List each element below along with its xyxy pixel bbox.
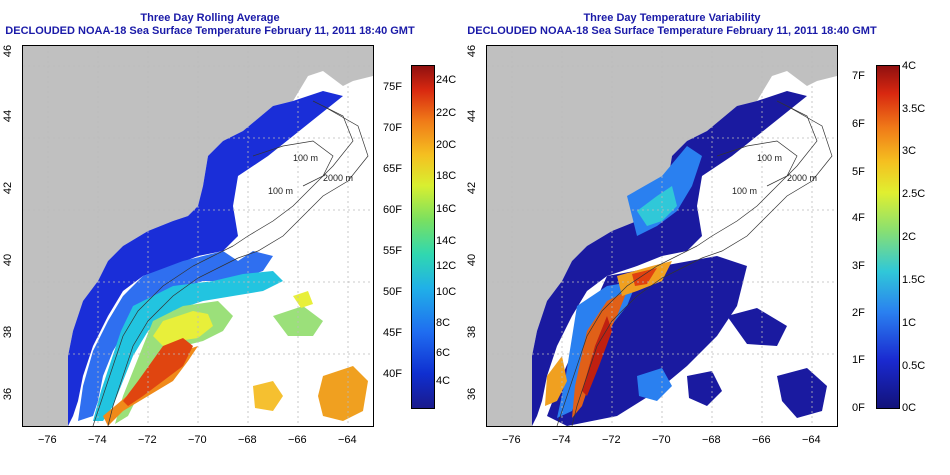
left-title-line2: DECLOUDED NOAA-18 Sea Surface Temperatur… bbox=[5, 25, 415, 37]
sst-colorbar bbox=[411, 65, 435, 409]
lon-tick: −70 bbox=[188, 434, 207, 446]
lat-tick: 44 bbox=[466, 109, 479, 123]
colorbar-f-label: 1F bbox=[852, 354, 865, 366]
right-title-line1: Three Day Temperature Variability bbox=[583, 12, 761, 24]
colorbar-c-label: 4C bbox=[902, 60, 917, 72]
lat-tick: 40 bbox=[466, 253, 479, 267]
svg-text:2000 m: 2000 m bbox=[323, 173, 353, 183]
colorbar-c-label: 1C bbox=[902, 317, 917, 329]
lon-tick: −72 bbox=[602, 434, 621, 446]
lat-tick: 38 bbox=[2, 325, 15, 339]
lon-tick: −64 bbox=[802, 434, 821, 446]
colorbar-c-label: 16C bbox=[436, 203, 457, 215]
lon-tick: −72 bbox=[138, 434, 157, 446]
lat-tick: 36 bbox=[2, 387, 15, 401]
contour-label: 100 m bbox=[293, 153, 318, 163]
colorbar-c-label: 2C bbox=[902, 231, 917, 243]
svg-text:100 m: 100 m bbox=[757, 153, 782, 163]
lon-tick: −70 bbox=[652, 434, 671, 446]
colorbar-c-label: 22C bbox=[436, 107, 457, 119]
colorbar-f-label: 65F bbox=[383, 163, 402, 175]
left-sst-map: 100 m 2000 m 100 m bbox=[22, 45, 374, 427]
colorbar-c-label: 3C bbox=[902, 145, 917, 157]
lat-tick: 38 bbox=[466, 325, 479, 339]
left-title-line1: Three Day Rolling Average bbox=[140, 12, 280, 24]
colorbar-f-label: 3F bbox=[852, 260, 865, 272]
lat-tick: 42 bbox=[466, 181, 479, 195]
left-panel: Three Day Rolling Average DECLOUDED NOAA… bbox=[2, 12, 457, 446]
lon-tick: −66 bbox=[752, 434, 771, 446]
colorbar-f-label: 70F bbox=[383, 122, 402, 134]
colorbar-c-label: 24C bbox=[436, 74, 457, 86]
lon-tick: −76 bbox=[502, 434, 521, 446]
lon-tick: −74 bbox=[88, 434, 107, 446]
colorbar-c-label: 20C bbox=[436, 139, 457, 151]
lat-tick: 40 bbox=[2, 253, 15, 267]
right-variability-map: 100 m 2000 m 100 m bbox=[486, 45, 838, 427]
lat-tick: 44 bbox=[2, 109, 15, 123]
variability-colorbar bbox=[876, 65, 900, 409]
colorbar-c-label: 18C bbox=[436, 170, 457, 182]
colorbar-f-label: 50F bbox=[383, 286, 402, 298]
lon-tick: −76 bbox=[38, 434, 57, 446]
colorbar-c-label: 1.5C bbox=[902, 274, 926, 286]
colorbar-c-label: 10C bbox=[436, 286, 457, 298]
colorbar-f-label: 0F bbox=[852, 402, 865, 414]
svg-text:100 m: 100 m bbox=[268, 186, 293, 196]
svg-text:100 m: 100 m bbox=[732, 186, 757, 196]
colorbar-c-label: 6C bbox=[436, 347, 451, 359]
low-variability-water bbox=[532, 91, 807, 426]
colorbar-f-label: 60F bbox=[383, 204, 402, 216]
colorbar-c-label: 0.5C bbox=[902, 360, 926, 372]
colorbar-c-label: 4C bbox=[436, 375, 451, 387]
colorbar-c-label: 14C bbox=[436, 235, 457, 247]
colorbar-f-label: 40F bbox=[383, 368, 402, 380]
lon-tick: −68 bbox=[702, 434, 721, 446]
right-title-line2: DECLOUDED NOAA-18 Sea Surface Temperatur… bbox=[467, 25, 877, 37]
colorbar-f-label: 5F bbox=[852, 166, 865, 178]
colorbar-f-label: 45F bbox=[383, 327, 402, 339]
colorbar-f-label: 55F bbox=[383, 245, 402, 257]
colorbar-f-label: 2F bbox=[852, 307, 865, 319]
colorbar-c-label: 0C bbox=[902, 402, 917, 414]
colorbar-c-label: 8C bbox=[436, 317, 451, 329]
lon-tick: −68 bbox=[238, 434, 257, 446]
cold-shelf-water bbox=[68, 91, 343, 426]
colorbar-c-label: 2.5C bbox=[902, 188, 926, 200]
svg-text:2000 m: 2000 m bbox=[787, 173, 817, 183]
colorbar-c-label: 12C bbox=[436, 260, 457, 272]
colorbar-f-label: 6F bbox=[852, 118, 865, 130]
colorbar-c-label: 3.5C bbox=[902, 103, 926, 115]
lat-tick: 42 bbox=[2, 181, 15, 195]
lat-tick: 46 bbox=[466, 44, 479, 58]
lat-tick: 46 bbox=[2, 44, 15, 58]
lon-tick: −64 bbox=[338, 434, 357, 446]
colorbar-f-label: 4F bbox=[852, 212, 865, 224]
right-panel: Three Day Temperature Variability DECLOU… bbox=[462, 0, 950, 475]
lon-tick: −66 bbox=[288, 434, 307, 446]
land-mass bbox=[23, 46, 373, 426]
lon-tick: −74 bbox=[552, 434, 571, 446]
colorbar-f-label: 7F bbox=[852, 70, 865, 82]
colorbar-f-label: 75F bbox=[383, 81, 402, 93]
lat-tick: 36 bbox=[466, 387, 479, 401]
